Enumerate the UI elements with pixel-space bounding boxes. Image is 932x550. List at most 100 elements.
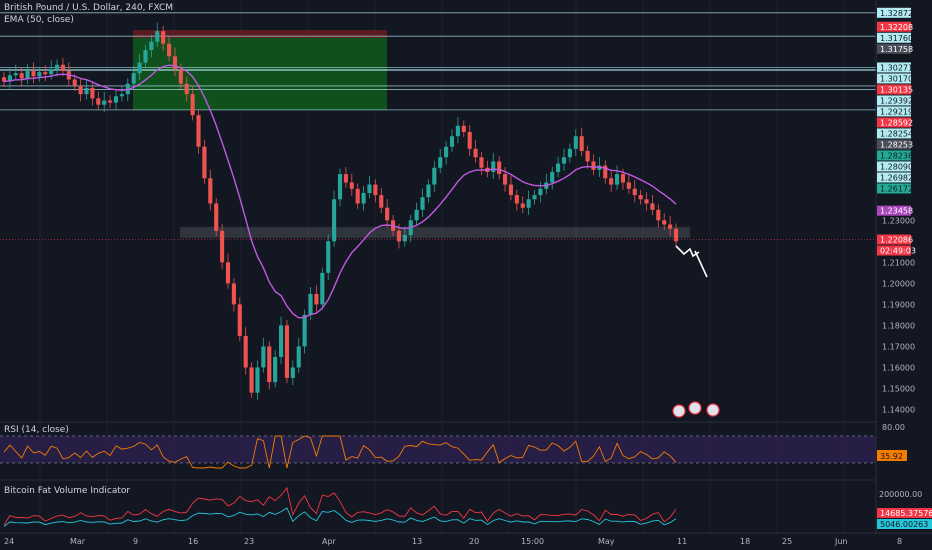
candle-body (172, 56, 178, 69)
rsi-band (0, 436, 876, 463)
price-tag (877, 183, 911, 194)
candle-body (538, 188, 543, 196)
candle-body (650, 203, 655, 210)
price-tag-text: 1.30135 (880, 85, 913, 94)
ema-legend[interactable]: EMA (50, close) (4, 15, 74, 25)
price-tag-text: 1.28090 (880, 162, 913, 171)
candle-body (326, 241, 331, 273)
candle-body (379, 195, 384, 208)
price-tick-label: 1.15000 (882, 384, 915, 393)
candle-body (632, 188, 637, 196)
candle-body (178, 68, 183, 84)
time-tick-label: 23 (244, 537, 254, 546)
time-tick-label: 8 (897, 537, 902, 546)
event-icon[interactable] (688, 401, 702, 415)
candle-body (308, 293, 313, 315)
candle-body (43, 72, 48, 75)
candle-body (349, 182, 354, 189)
volume-label[interactable]: Bitcoin Fat Volume Indicator (4, 486, 131, 496)
candle-body (302, 314, 307, 347)
price-tag-text: 1.32208 (880, 23, 913, 32)
candle-body (184, 83, 189, 95)
time-axis[interactable]: 24 Mar 9 16 23 Apr 13 20 15:00 May 11 18 25 Jun 8 (4, 537, 902, 546)
candle-body (314, 293, 319, 305)
price-tag-text: 1.32872 (880, 9, 913, 18)
candle-body (620, 174, 626, 183)
candle-body (473, 148, 478, 158)
candle-body (296, 346, 301, 368)
candle-body (284, 325, 290, 378)
candle-body (290, 367, 295, 378)
time-tick-label: Apr (322, 537, 337, 546)
rsi-legend[interactable]: RSI (14, close) (4, 425, 69, 435)
price-tag (877, 106, 911, 117)
candle-body (119, 94, 124, 97)
candle-body (208, 178, 213, 204)
ema-label[interactable]: EMA (50, close) (4, 15, 74, 25)
candle-body (278, 325, 284, 357)
candle-body (84, 87, 89, 95)
rsi-label[interactable]: RSI (14, close) (4, 425, 69, 435)
volume-tag-red-text: 14685.37576 (880, 509, 932, 518)
price-tick-label: 1.19000 (882, 300, 915, 309)
symbol-title[interactable]: British Pound / U.S. Dollar, 240, FXCM (4, 3, 174, 13)
candle-body (13, 73, 18, 76)
time-tick-label: 20 (469, 537, 479, 546)
event-icon[interactable] (706, 403, 720, 417)
candle-body (461, 125, 466, 133)
rsi-value-text: 35.92 (880, 452, 903, 461)
price-tag-text: 1.28254 (880, 129, 913, 138)
candle-body (332, 199, 337, 242)
candle-body (479, 157, 484, 168)
candle-body (90, 87, 95, 99)
candle-body (72, 79, 77, 86)
price-tag-text: 1.26172 (880, 184, 913, 193)
candle-body (108, 100, 113, 103)
price-tag-text: 1.22086 (880, 236, 913, 245)
candle-body (1, 77, 7, 82)
drawing-arrow (694, 250, 708, 278)
time-tick-label: 13 (412, 537, 422, 546)
price-tag-text: 1.31758 (880, 45, 913, 54)
candle-body (449, 136, 455, 147)
candle-body (673, 228, 679, 242)
price-axis[interactable]: 1.23000 1.21000 1.20000 1.19000 1.18000 1.170… (882, 216, 915, 414)
rsi-tick-label: 80.00 (882, 423, 905, 432)
price-tag-text: 02:49:03 (880, 247, 916, 256)
time-tick-label: 11 (677, 537, 687, 546)
candle-body (597, 165, 602, 170)
event-icons[interactable] (672, 401, 720, 418)
price-tags: 1.32872 1.32208 1.31760 1.31758 1.30271 1.301… (877, 7, 916, 256)
volume-legend[interactable]: Bitcoin Fat Volume Indicator (4, 486, 130, 496)
volume-tag-teal (877, 519, 932, 529)
candle-body (396, 230, 402, 242)
candle-body (196, 115, 201, 147)
price-tick-label: 1.14000 (882, 405, 915, 414)
candle-body (638, 195, 643, 200)
volume-line-red (3, 486, 677, 526)
event-icon[interactable] (672, 404, 686, 418)
candle-body (96, 98, 101, 105)
candle-body (361, 192, 366, 204)
time-tick-label: 16 (188, 537, 198, 546)
candle-body (603, 165, 608, 179)
price-tick-label: 1.17000 (882, 342, 915, 351)
candle-body (202, 146, 207, 179)
candle-body (249, 367, 254, 393)
candle-body (438, 157, 443, 168)
candle-body (414, 209, 419, 221)
candle-body (502, 174, 508, 185)
candle-body (237, 304, 242, 336)
price-tag (877, 128, 911, 139)
candle-body (243, 335, 248, 368)
price-tag (877, 84, 911, 95)
volume-tag-teal-text: 5046.00263 (880, 520, 928, 529)
price-tag-text: 1.23458 (880, 207, 913, 216)
time-tick-label: 24 (4, 537, 14, 546)
candle-body (49, 68, 54, 75)
candle-body (337, 174, 343, 200)
price-tag-text: 1.28238 (880, 151, 913, 160)
time-tick-label: 15:00 (521, 537, 544, 546)
chart-title[interactable]: British Pound / U.S. Dollar, 240, FXCM (4, 3, 173, 13)
